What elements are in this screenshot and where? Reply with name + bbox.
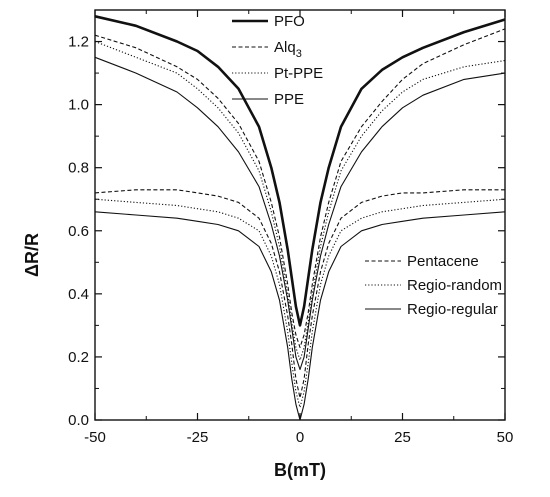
y-tick-label: 1.0 [68,97,89,114]
y-tick-label: 0.2 [68,349,89,366]
series-line-pfo [94,15,506,327]
series-line-regio-regular [94,211,506,421]
y-tick-label: 1.2 [68,34,89,51]
x-tick-label: 50 [497,429,514,446]
series-lines [94,15,506,421]
legend-label-pfo: PFO [274,13,305,30]
y-tick-labels: 0.0 0.2 0.4 0.6 0.8 1.0 1.2 [68,34,89,429]
x-axis-title: B(mT) [274,460,326,480]
y-axis-title: ΔR/R [22,233,42,277]
x-tick-label: 25 [394,429,411,446]
legend-top-left: PFO Alq3 Pt-PPE PPE [232,13,323,108]
legend-label-ppe: PPE [274,91,304,108]
legend-label-regio-random: Regio-random [407,277,502,294]
tick-marks [94,10,506,421]
plot-area [94,9,506,421]
x-tick-label: 0 [296,429,304,446]
series-line-pt-ppe [94,40,506,361]
legend-label-regio-regular: Regio-regular [407,301,498,318]
x-tick-label: -25 [187,429,209,446]
legend-middle-right: Pentacene Regio-random Regio-regular [365,253,502,318]
y-tick-label: 0.8 [68,160,89,177]
x-tick-label: -50 [84,429,106,446]
y-tick-label: 0.6 [68,223,89,240]
legend-label-alq3: Alq3 [274,39,302,60]
y-tick-label: 0.4 [68,286,89,303]
legend-label-pentacene: Pentacene [407,253,479,270]
y-tick-label: 0.0 [68,412,89,429]
legend-label-pt-ppe: Pt-PPE [274,65,323,82]
x-tick-labels: -50 -25 0 25 50 [84,429,513,446]
series-line-pentacene [94,189,505,399]
series-line-regio-random [94,198,506,408]
series-line-ppe [94,56,506,371]
series-line-alq3 [94,28,506,349]
